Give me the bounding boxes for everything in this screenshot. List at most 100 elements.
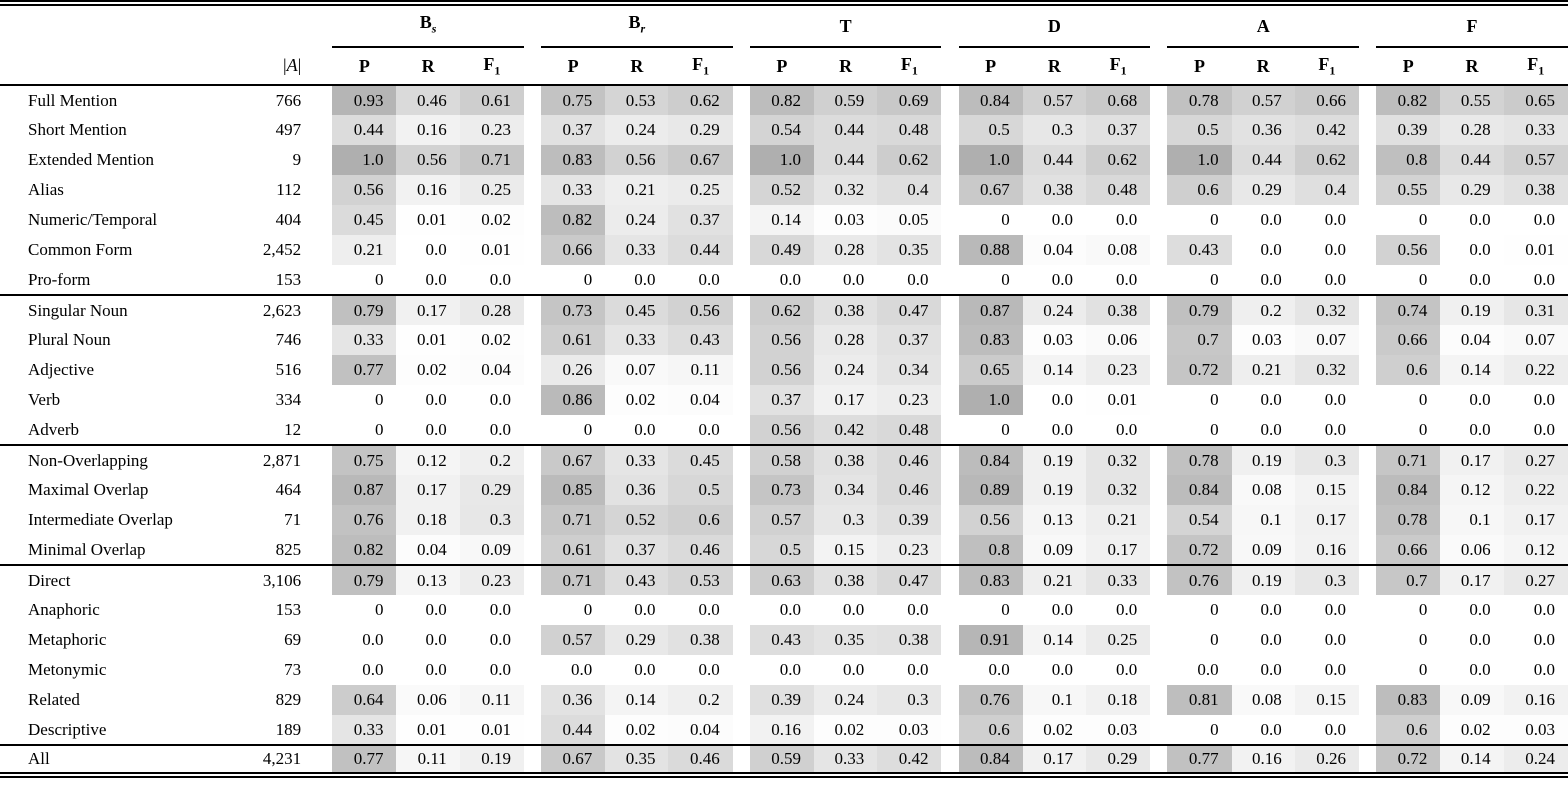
score-cell: 0.33 (1086, 565, 1151, 595)
score-cell: 0.03 (1231, 325, 1295, 355)
group-gap (315, 475, 332, 505)
score-cell: 0.0 (1260, 719, 1282, 739)
score-cell: 0.54 (1167, 505, 1232, 535)
row-label: Verb (28, 390, 61, 409)
group-gap (733, 265, 750, 295)
row-label: Numeric/Temporal (28, 210, 158, 229)
group-gap (1150, 295, 1167, 325)
anchor-count-value: 497 (275, 120, 302, 139)
score-cell: 0.16 (1503, 685, 1568, 715)
score-cell: 0.3 (877, 685, 942, 715)
row-label: Singular Noun (28, 300, 128, 320)
score-cell: 0.31 (1503, 295, 1568, 325)
group-gap (1359, 685, 1376, 715)
metric-header-p: P (959, 47, 1023, 85)
group-gap (733, 625, 750, 655)
score-cell: 0.81 (1167, 685, 1232, 715)
group-gap (1150, 655, 1167, 685)
table-row: Related 829 0.64 0.06 0.11 0.36 0.14 0.2 0.39 0.2… (0, 685, 1568, 715)
group-gap (733, 115, 750, 145)
score-cell: 0.83 (958, 565, 1023, 595)
score-cell: 0.71 (1376, 445, 1441, 475)
score-cell: 0.3 (1294, 445, 1360, 475)
score-cell: 0.77 (332, 355, 397, 385)
row-label: Non-Overlapping (28, 450, 148, 470)
score-cell: 0.04 (1440, 325, 1504, 355)
score-cell: 0.21 (1022, 565, 1087, 595)
score-cell: 0 (1210, 269, 1219, 289)
score-cell: 0.57 (749, 505, 814, 535)
group-header-t: T (749, 3, 942, 48)
table-row: Extended Mention 9 1.0 0.56 0.71 0.83 0.56 0.67… (0, 145, 1568, 175)
score-cell: 0.0 (842, 660, 865, 679)
anchor-count-value: 516 (275, 360, 302, 379)
score-cell: 0.0 (425, 660, 447, 679)
score-cell: 0.0 (698, 419, 720, 439)
score-cell: 0.01 (459, 715, 524, 745)
score-cell: 0.0 (842, 600, 865, 619)
group-gap (1150, 355, 1167, 385)
table-row: Common Form 2,452 0.21 0.0 0.01 0.66 0.33 0.44 0… (0, 235, 1568, 265)
score-cell: 0.39 (877, 505, 942, 535)
score-cell: 0.09 (1231, 535, 1295, 565)
table-row: Maximal Overlap 464 0.87 0.17 0.29 0.85 0.36 0.… (0, 475, 1568, 505)
score-cell: 0.65 (958, 355, 1023, 385)
a-symbol: A (286, 55, 298, 75)
score-cell: 0.24 (1503, 745, 1568, 775)
score-cell: 0.56 (749, 415, 814, 445)
group-header-bs: Bs (332, 3, 524, 48)
score-cell: 0.61 (459, 85, 524, 115)
score-cell: 0.11 (396, 745, 460, 775)
score-cell: 0.4 (1294, 175, 1360, 205)
metric-label-text: P (776, 55, 788, 76)
score-cell: 0.0 (1469, 600, 1491, 619)
score-cell: 0.78 (1167, 445, 1232, 475)
score-cell: 0.77 (1167, 745, 1232, 775)
score-cell: 0.0 (489, 630, 511, 649)
score-cell: 0 (374, 390, 384, 409)
score-cell: 0 (1210, 419, 1219, 439)
group-gap (941, 175, 958, 205)
score-cell: 0.0 (634, 419, 656, 439)
score-cell: 0.0 (1469, 419, 1491, 439)
score-cell: 0.0 (1260, 269, 1282, 289)
score-cell: 0.32 (814, 175, 878, 205)
group-gap (733, 175, 750, 205)
score-cell: 0.0 (779, 660, 801, 679)
label-column-empty-head (0, 47, 243, 85)
score-cell: 0 (1418, 269, 1428, 289)
group-gap (1150, 385, 1167, 415)
score-cell: 0.15 (1294, 475, 1360, 505)
score-cell: 0.1 (1231, 505, 1295, 535)
score-cell: 0.19 (1231, 565, 1295, 595)
score-cell: 0 (1418, 419, 1428, 439)
score-cell: 0 (583, 419, 593, 439)
group-gap (1359, 115, 1376, 145)
score-cell: 0.2 (459, 445, 524, 475)
score-cell: 0.0 (988, 660, 1010, 679)
score-cell: 0.8 (1376, 145, 1441, 175)
score-cell: 0.11 (459, 685, 524, 715)
group-gap (733, 415, 750, 445)
metric-header-r: R (605, 47, 668, 85)
table-row: All 4,231 0.77 0.11 0.19 0.67 0.35 0.46 0.59 0.33… (0, 745, 1568, 775)
score-cell: 0.0 (907, 660, 929, 679)
score-cell: 0.44 (814, 145, 878, 175)
score-cell: 0 (1210, 210, 1219, 229)
group-gap (1359, 325, 1376, 355)
score-cell: 0.0 (362, 660, 384, 679)
anchor-count-value: 4,231 (262, 749, 302, 768)
score-cell: 0.37 (877, 325, 942, 355)
score-cell: 0.37 (749, 385, 814, 415)
score-cell: 0.59 (749, 745, 814, 775)
score-cell: 0.52 (749, 175, 814, 205)
score-cell: 0.0 (1324, 419, 1347, 439)
anchor-count-value: 73 (284, 660, 302, 679)
score-cell: 0.0 (1324, 660, 1347, 679)
score-cell: 0.03 (877, 715, 942, 745)
metric-header-f1: F1 (668, 47, 732, 85)
score-cell: 0.76 (958, 685, 1023, 715)
group-gap (1359, 295, 1376, 325)
anchor-count-value: 464 (275, 480, 302, 499)
score-cell: 0.56 (749, 355, 814, 385)
